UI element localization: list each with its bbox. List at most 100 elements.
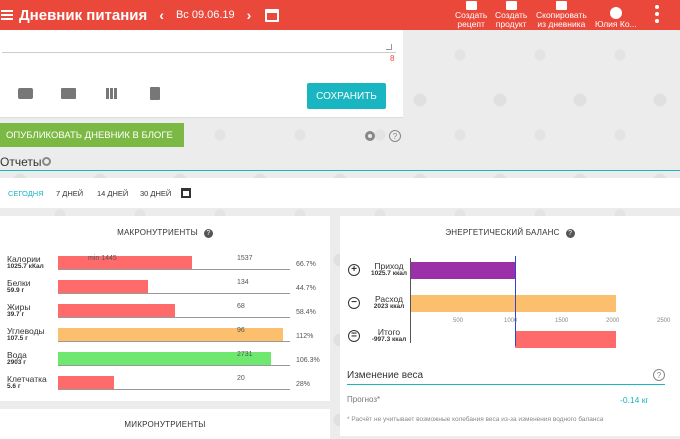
macro-amount: 59.9 г — [7, 287, 25, 294]
macro-track — [58, 365, 290, 366]
more-menu-icon[interactable] — [655, 5, 659, 23]
macro-bar — [58, 280, 148, 293]
user-icon — [609, 7, 622, 19]
macro-row: Калории 1025.7 кКал min 1445 1537 66.7% — [0, 254, 330, 274]
macro-amount: 2903 г — [7, 359, 26, 366]
energy-amount: -997.3 ккал — [371, 336, 407, 343]
period-7-days-tab[interactable]: 7 ДНЕЙ — [56, 189, 84, 198]
period-selector: СЕГОДНЯ 7 ДНЕЙ 14 ДНЕЙ 30 ДНЕЙ — [0, 178, 680, 208]
forecast-value: -0.14 кг — [620, 395, 649, 405]
energy-name: Расход — [374, 294, 404, 304]
macro-amount: 107.5 г — [7, 335, 28, 342]
recipe-icon — [465, 1, 477, 10]
macro-track — [58, 317, 290, 318]
weight-divider — [347, 384, 665, 385]
menu-icon[interactable] — [1, 10, 13, 20]
energy-bar — [410, 295, 617, 312]
macro-track — [58, 389, 290, 390]
energy-sign: − — [348, 297, 360, 309]
macro-amount: 39.7 г — [7, 311, 25, 318]
forecast-label: Прогноз* — [347, 395, 381, 404]
energy-amount: 2023 ккал — [373, 303, 405, 310]
energy-name: Приход — [374, 261, 404, 271]
macro-row: Вода 2903 г 2731 106.3% — [0, 350, 330, 370]
macro-norm: 68 — [237, 303, 245, 310]
macro-norm: 134 — [237, 279, 249, 286]
macronutrients-help-icon[interactable]: ? — [203, 229, 213, 238]
document-icon[interactable] — [150, 87, 160, 100]
macro-min-label: min 1445 — [88, 255, 117, 262]
table-icon[interactable] — [106, 88, 118, 99]
save-button[interactable]: СОХРАНИТЬ — [307, 83, 386, 109]
axis-tick-label: 1000 — [504, 318, 518, 324]
macro-name: Клетчатка — [7, 374, 47, 384]
prev-day-arrow-icon[interactable]: ‹ — [159, 7, 164, 23]
resize-grip-icon[interactable] — [386, 44, 392, 50]
axis-tick-label: 1500 — [555, 318, 569, 324]
period-30-days-tab[interactable]: 30 ДНЕЙ — [140, 189, 172, 198]
energy-sign: = — [348, 330, 360, 342]
macro-name: Белки — [7, 278, 31, 288]
micronutrients-card: МИКРОНУТРИЕНТЫ — [0, 409, 330, 439]
period-today-tab[interactable]: СЕГОДНЯ — [8, 189, 44, 198]
micronutrients-title: МИКРОНУТРИЕНТЫ — [124, 420, 206, 429]
next-day-arrow-icon[interactable]: › — [246, 7, 252, 23]
settings-gear-icon[interactable] — [365, 131, 375, 141]
copy-icon — [555, 1, 567, 10]
energy-name: Итого — [377, 327, 401, 337]
macro-percent: 66.7% — [296, 261, 316, 268]
reports-title: Отчеты — [0, 155, 42, 169]
intake-marker-line — [514, 256, 516, 346]
macro-percent: 112% — [296, 333, 314, 340]
app-title: Дневник питания — [19, 6, 148, 24]
axis-tick-label: 2000 — [606, 318, 620, 324]
energy-amount: 1025.7 ккал — [371, 270, 407, 277]
macro-bar — [58, 256, 192, 269]
axis-tick-label: 2500 — [657, 318, 671, 324]
help-icon[interactable]: ? — [389, 130, 401, 142]
energy-bar — [514, 331, 617, 348]
macro-norm: 1537 — [237, 255, 253, 262]
energy-balance-card: ЭНЕРГЕТИЧЕСКИЙ БАЛАНС? + Приход 1025.7 кка… — [340, 216, 680, 436]
diary-entry-card: 8 СОХРАНИТЬ — [0, 30, 403, 118]
macro-row: Углеводы 107.5 г 96 112% — [0, 326, 330, 346]
macro-percent: 58.4% — [296, 309, 316, 316]
forecast-note: * Расчёт не учитывает возможные колебани… — [347, 416, 604, 423]
copy-from-diary-button[interactable]: Скопировать из дневника — [536, 0, 587, 30]
period-14-days-tab[interactable]: 14 ДНЕЙ — [97, 189, 129, 198]
weight-help-icon[interactable]: ? — [653, 369, 665, 381]
diary-note-input[interactable] — [2, 30, 396, 53]
macro-norm: 2731 — [237, 351, 253, 358]
energy-row: + Приход 1025.7 ккал — [340, 261, 680, 283]
photo-icon[interactable] — [18, 88, 33, 99]
video-icon[interactable] — [61, 88, 76, 99]
reports-settings-gear-icon[interactable] — [42, 157, 51, 166]
char-count: 8 — [390, 54, 395, 63]
energy-row: = Итого -997.3 ккал — [340, 327, 680, 349]
period-calendar-icon[interactable] — [181, 188, 191, 198]
macro-track — [58, 293, 290, 294]
macro-track — [58, 269, 290, 270]
product-icon — [505, 1, 517, 10]
macro-track — [58, 341, 290, 342]
create-product-button[interactable]: Создать продукт — [495, 0, 527, 30]
macro-percent: 106.3% — [296, 357, 320, 364]
user-profile-button[interactable]: Юлия Ко... — [595, 0, 637, 30]
weight-change-title: Изменение веса — [347, 370, 424, 381]
energy-balance-title: ЭНЕРГЕТИЧЕСКИЙ БАЛАНС — [445, 228, 560, 237]
energy-row: − Расход 2023 ккал — [340, 294, 680, 316]
macro-name: Калории — [7, 254, 41, 264]
axis-tick-label: 500 — [453, 318, 464, 324]
macronutrients-title: МАКРОНУТРИЕНТЫ — [117, 228, 198, 237]
macro-name: Углеводы — [7, 326, 45, 336]
macro-row: Белки 59.9 г 134 44.7% — [0, 278, 330, 298]
macro-row: Жиры 39.7 г 68 58.4% — [0, 302, 330, 322]
calendar-icon[interactable] — [265, 8, 280, 22]
macro-amount: 1025.7 кКал — [7, 263, 44, 270]
macro-bar — [58, 304, 176, 317]
create-recipe-button[interactable]: Создать рецепт — [455, 0, 487, 30]
publish-diary-button[interactable]: ОПУБЛИКОВАТЬ ДНЕВНИК В БЛОГЕ — [0, 123, 184, 147]
macro-name: Жиры — [7, 302, 31, 312]
energy-balance-help-icon[interactable]: ? — [565, 229, 575, 238]
macro-norm: 96 — [237, 327, 245, 334]
